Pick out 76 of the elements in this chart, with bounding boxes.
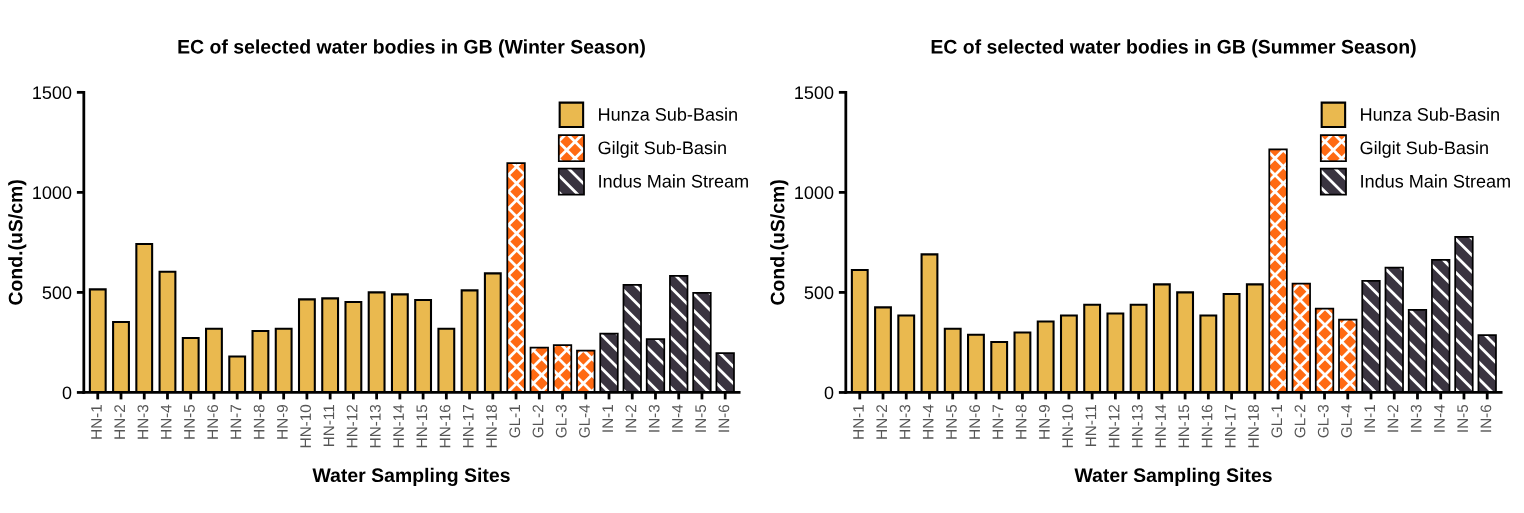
y-tick-label: 1500 bbox=[33, 86, 72, 100]
x-axis-title: Water Sampling Sites bbox=[312, 467, 510, 487]
x-tick-label: HN-12 bbox=[1108, 405, 1120, 448]
x-tick-label: HN-9 bbox=[276, 404, 288, 439]
x-tick-label: HN-10 bbox=[1062, 404, 1074, 448]
x-tick-label: GL-4 bbox=[1341, 404, 1352, 438]
x-tick-label: HN-5 bbox=[184, 404, 195, 439]
x-tick-label: HN-9 bbox=[1038, 404, 1050, 439]
x-tick-label: HN-7 bbox=[992, 405, 1004, 439]
legend-label: Hunza Sub-Basin bbox=[1361, 107, 1499, 121]
x-tick-label: HN-2 bbox=[114, 405, 125, 439]
x-tick-label: IN-1 bbox=[602, 404, 613, 432]
x-tick-label: IN-3 bbox=[1410, 404, 1422, 432]
legend-label: Gilgit Sub-Basin bbox=[1360, 140, 1488, 158]
legend-label: Hunza Sub-Basin bbox=[599, 107, 737, 121]
x-tick-label: HN-3 bbox=[899, 404, 911, 439]
x-tick-label: HN-8 bbox=[253, 404, 265, 439]
y-tick-label: 0 bbox=[62, 386, 72, 400]
x-tick-label: HN-1 bbox=[853, 405, 864, 439]
x-tick-label: HN-1 bbox=[91, 405, 102, 439]
x-tick-label: HN-8 bbox=[1015, 404, 1027, 439]
x-tick-label: HN-5 bbox=[946, 404, 957, 439]
x-tick-label: HN-4 bbox=[160, 404, 172, 439]
x-tick-label: IN-3 bbox=[648, 404, 660, 432]
x-tick-label: HN-15 bbox=[1178, 404, 1190, 448]
x-tick-label: HN-16 bbox=[1201, 404, 1213, 448]
x-tick-label: IN-5 bbox=[1457, 404, 1469, 432]
x-tick-label: IN-6 bbox=[718, 404, 730, 432]
x-tick-label: HN-6 bbox=[969, 404, 981, 439]
x-tick-label: GL-3 bbox=[555, 404, 567, 438]
x-tick-label: HN-16 bbox=[439, 404, 451, 448]
y-tick-label: 0 bbox=[824, 386, 834, 400]
y-axis-title: Cond.(uS/cm) bbox=[770, 180, 789, 305]
legend-label: Indus Main Stream bbox=[1361, 174, 1510, 188]
x-tick-label: HN-2 bbox=[876, 405, 887, 439]
x-tick-label: HN-11 bbox=[1085, 404, 1097, 447]
legend-label: Gilgit Sub-Basin bbox=[598, 140, 726, 158]
x-tick-label: HN-11 bbox=[323, 404, 335, 447]
x-tick-label: IN-6 bbox=[1480, 404, 1492, 432]
x-tick-label: HN-7 bbox=[230, 405, 242, 439]
x-tick-label: HN-6 bbox=[207, 404, 219, 439]
x-tick-label: HN-14 bbox=[393, 404, 404, 448]
x-tick-label: HN-10 bbox=[300, 404, 312, 448]
x-tick-label: HN-18 bbox=[486, 404, 497, 448]
x-tick-label: HN-4 bbox=[922, 404, 934, 439]
x-tick-label: HN-18 bbox=[1248, 404, 1259, 448]
y-axis-title: Cond.(uS/cm) bbox=[8, 180, 27, 305]
x-tick-label: HN-12 bbox=[346, 405, 358, 448]
x-tick-label: HN-14 bbox=[1155, 404, 1166, 448]
x-tick-label: IN-2 bbox=[625, 405, 637, 432]
x-tick-label: IN-4 bbox=[1434, 404, 1445, 432]
x-tick-label: HN-3 bbox=[137, 404, 149, 439]
x-axis-title: Water Sampling Sites bbox=[1074, 467, 1272, 487]
y-tick-label: 1000 bbox=[33, 186, 72, 200]
x-tick-label: IN-2 bbox=[1387, 405, 1399, 432]
x-tick-label: HN-13 bbox=[1131, 404, 1143, 448]
legend-label: Indus Main Stream bbox=[599, 174, 748, 188]
chart-title: EC of selected water bodies in GB (Summer Season) bbox=[931, 39, 1416, 58]
x-tick-label: HN-17 bbox=[1225, 405, 1236, 448]
x-tick-label: HN-15 bbox=[416, 404, 428, 448]
x-tick-label: HN-13 bbox=[369, 404, 381, 448]
x-tick-label: HN-17 bbox=[463, 405, 474, 448]
x-tick-label: GL-3 bbox=[1317, 404, 1329, 438]
x-tick-label: GL-2 bbox=[1294, 405, 1306, 438]
x-tick-label: GL-2 bbox=[532, 405, 544, 438]
y-tick-label: 1500 bbox=[795, 86, 834, 100]
y-tick-label: 500 bbox=[804, 286, 834, 300]
x-tick-label: GL-1 bbox=[509, 404, 521, 438]
x-tick-label: GL-1 bbox=[1271, 404, 1283, 438]
y-tick-label: 1000 bbox=[795, 186, 834, 200]
x-tick-label: IN-4 bbox=[672, 404, 683, 432]
x-tick-label: IN-1 bbox=[1364, 404, 1375, 432]
chart-title: EC of selected water bodies in GB (Winter Season) bbox=[178, 39, 645, 58]
y-tick-label: 500 bbox=[42, 286, 72, 300]
x-tick-label: IN-5 bbox=[695, 404, 707, 432]
x-tick-label: GL-4 bbox=[579, 404, 590, 438]
